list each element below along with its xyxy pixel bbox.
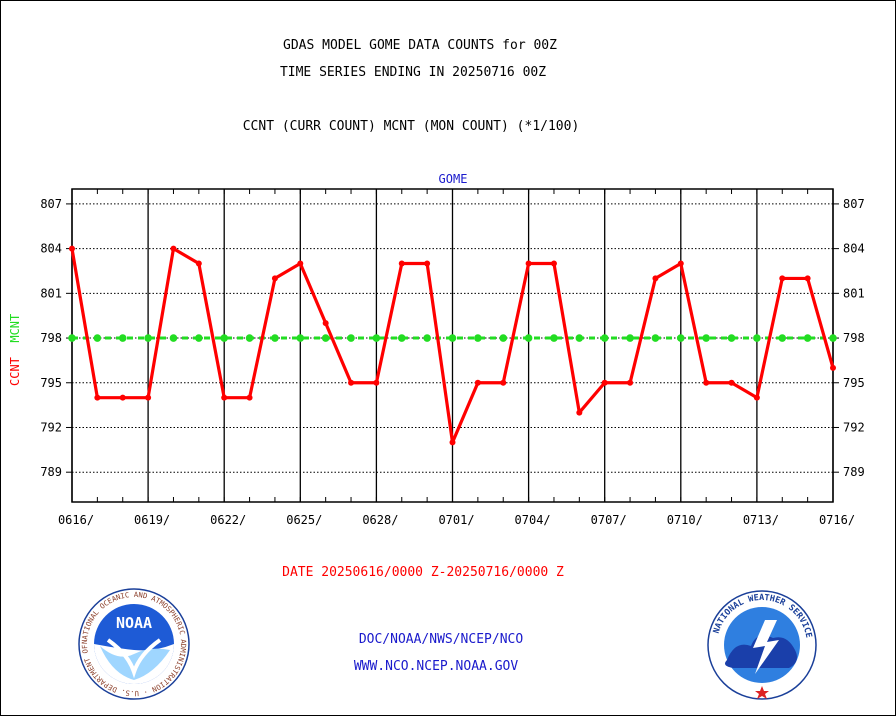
data-point-mcnt [195, 334, 203, 342]
data-point-ccnt [652, 275, 659, 282]
data-point-mcnt [803, 334, 812, 342]
data-point-ccnt [297, 260, 304, 267]
data-point-ccnt [753, 394, 760, 401]
data-point-ccnt [830, 364, 836, 371]
data-point-mcnt [474, 334, 482, 342]
data-point-ccnt [525, 260, 532, 267]
data-point-mcnt [93, 334, 102, 342]
data-point-mcnt [829, 334, 837, 342]
data-point-mcnt [296, 334, 305, 342]
website-url: WWW.NCO.NCEP.NOAA.GOV [353, 659, 519, 674]
data-point-ccnt [550, 260, 557, 267]
y-tick-label: 792 [40, 420, 62, 434]
x-tick-label: 0713/ [743, 513, 779, 527]
y-tick-label: 804 [40, 242, 62, 256]
y-tick-label: 798 [40, 331, 62, 345]
data-point-mcnt [144, 334, 152, 342]
data-point-mcnt [753, 334, 761, 342]
data-point-ccnt [728, 379, 735, 386]
data-point-mcnt [118, 334, 127, 342]
data-point-mcnt [600, 334, 609, 342]
data-point-ccnt [170, 245, 177, 252]
noaa-logo: NOAA NATIONAL OCEANIC AND ATMOSPHERIC AD… [78, 588, 190, 700]
x-tick-label: 0616/ [58, 513, 94, 527]
y-tick-label: 801 [40, 286, 62, 300]
y-tick-label: 807 [40, 197, 62, 211]
data-point-mcnt [448, 334, 457, 342]
y-tick-label: 807 [843, 197, 865, 211]
data-point-mcnt [626, 334, 634, 342]
data-point-ccnt [348, 379, 355, 386]
data-point-ccnt [779, 275, 786, 282]
panel-title: GOME [438, 172, 468, 186]
data-point-mcnt [499, 334, 508, 342]
data-point-mcnt [677, 334, 685, 342]
data-point-mcnt [524, 334, 533, 342]
x-tick-label: 0625/ [286, 513, 322, 527]
data-point-ccnt [398, 260, 405, 267]
noaa-logo-center-text: NOAA [116, 614, 152, 632]
chart-legend-description: CCNT (CURR COUNT) MCNT (MON COUNT) (*1/1… [242, 119, 580, 134]
data-point-mcnt [651, 334, 660, 342]
data-point-mcnt [68, 334, 76, 342]
data-point-ccnt [119, 394, 126, 401]
chart-title: GDAS MODEL GOME DATA COUNTS for 00Z [283, 38, 557, 53]
data-point-ccnt [703, 379, 710, 386]
data-point-ccnt [221, 394, 228, 401]
data-point-mcnt [702, 334, 710, 342]
data-point-ccnt [677, 260, 684, 267]
data-point-mcnt [727, 334, 736, 342]
data-point-ccnt [500, 379, 507, 386]
data-point-mcnt [550, 334, 558, 342]
data-point-ccnt [322, 320, 329, 327]
y-tick-label: 798 [843, 331, 865, 345]
date-range: DATE 20250616/0000 Z-20250716/0000 Z [282, 565, 564, 580]
data-point-ccnt [145, 394, 152, 401]
x-tick-label: 0710/ [667, 513, 703, 527]
data-point-ccnt [601, 379, 608, 386]
data-point-ccnt [449, 439, 456, 446]
y-tick-label: 804 [843, 242, 865, 256]
x-tick-label: 0704/ [515, 513, 551, 527]
data-point-ccnt [69, 245, 75, 252]
y-tick-label: 795 [40, 376, 62, 390]
data-point-mcnt [575, 334, 584, 342]
data-point-mcnt [220, 334, 228, 342]
y-tick-label: 795 [843, 376, 865, 390]
x-tick-label: 0716/ [819, 513, 855, 527]
data-point-mcnt [321, 334, 330, 342]
y-tick-label: 792 [843, 420, 865, 434]
data-point-mcnt [169, 334, 178, 342]
y-tick-label: 801 [843, 286, 865, 300]
data-point-mcnt [271, 334, 279, 342]
data-point-mcnt [347, 334, 355, 342]
x-tick-label: 0622/ [210, 513, 246, 527]
x-tick-label: 0701/ [438, 513, 474, 527]
x-tick-label: 0707/ [591, 513, 627, 527]
chart-subtitle: TIME SERIES ENDING IN 20250716 00Z [279, 65, 547, 80]
data-point-mcnt [245, 334, 254, 342]
x-tick-label: 0628/ [362, 513, 398, 527]
org-path: DOC/NOAA/NWS/NCEP/NCO [358, 632, 524, 647]
data-point-ccnt [474, 379, 481, 386]
nws-logo: NATIONAL WEATHER SERVICE [707, 590, 817, 700]
data-point-ccnt [246, 394, 253, 401]
data-point-mcnt [778, 334, 787, 342]
data-point-ccnt [373, 379, 380, 386]
data-point-ccnt [576, 409, 583, 416]
data-point-mcnt [397, 334, 406, 342]
y-tick-label: 789 [843, 465, 865, 479]
data-point-ccnt [271, 275, 278, 282]
data-point-mcnt [372, 334, 381, 342]
data-point-ccnt [424, 260, 431, 267]
data-point-ccnt [627, 379, 634, 386]
data-point-mcnt [423, 334, 431, 342]
data-point-ccnt [195, 260, 202, 267]
y-tick-label: 789 [40, 465, 62, 479]
x-tick-label: 0619/ [134, 513, 170, 527]
data-point-ccnt [804, 275, 811, 282]
data-point-ccnt [94, 394, 101, 401]
